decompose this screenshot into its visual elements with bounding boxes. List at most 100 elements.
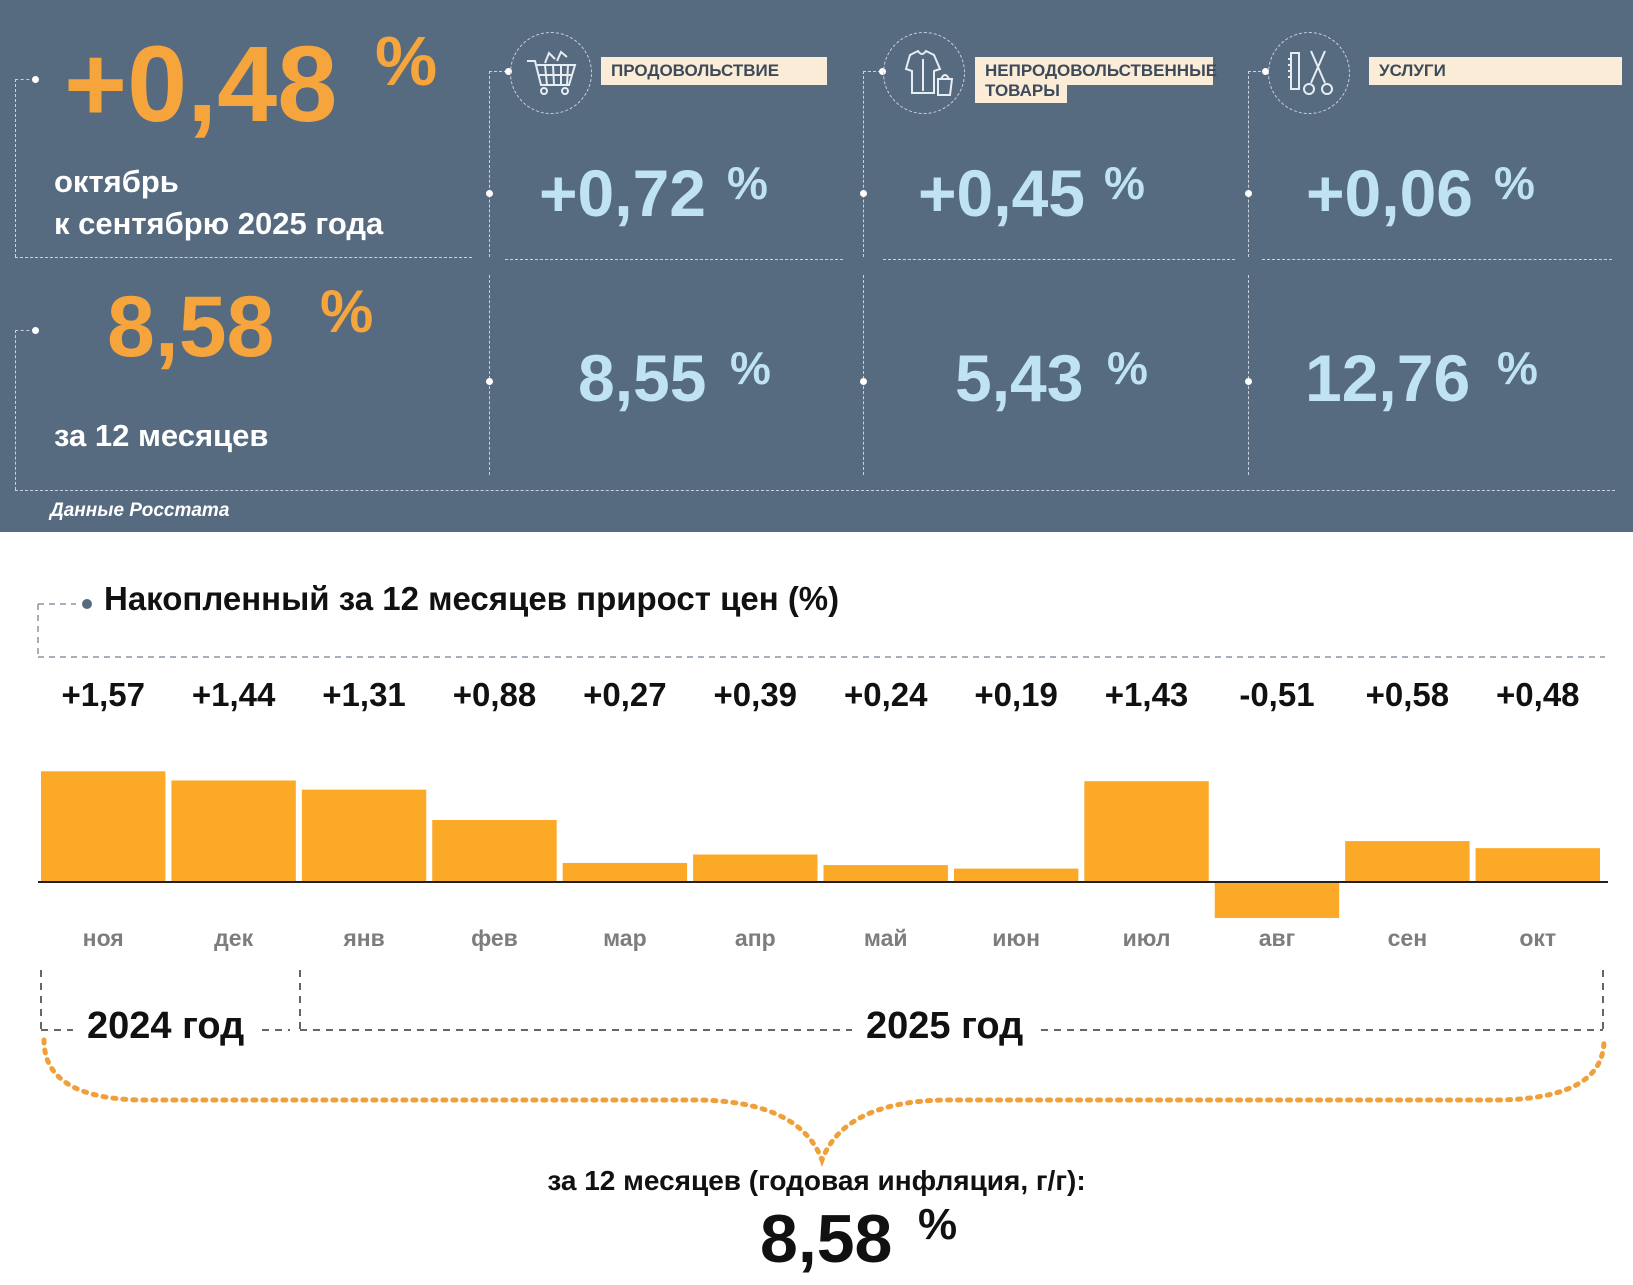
bar-фев — [432, 819, 557, 882]
nonfood-annual-value: 5,43 — [955, 341, 1084, 415]
category-label-nonfood-line2: ТОВАРЫ — [975, 79, 1067, 103]
bullet — [1245, 190, 1252, 197]
value-label-дек: +1,44 — [192, 676, 276, 713]
bullet — [32, 327, 39, 334]
divider — [15, 330, 16, 490]
services-monthly-value: +0,06 — [1306, 156, 1473, 230]
bar-дек — [171, 780, 296, 882]
total-unit: % — [918, 1200, 958, 1249]
divider — [489, 275, 490, 475]
category-labels: ноя дек янв фев мар апр май июн июл авг сен окт — [83, 925, 1557, 951]
value-label-апр: +0,39 — [714, 676, 798, 713]
divider — [863, 71, 881, 72]
annual-label: за 12 месяцев — [54, 418, 269, 453]
food-monthly-unit: % — [727, 157, 768, 209]
monthly-unit: % — [375, 22, 438, 100]
bar-сен — [1345, 841, 1470, 882]
bar-мар — [562, 862, 688, 882]
year-label-2024: 2024 год — [73, 1005, 259, 1048]
category-label-services: УСЛУГИ — [1369, 57, 1622, 85]
value-label-ноя: +1,57 — [61, 676, 145, 713]
category-label-окт: окт — [1519, 925, 1556, 951]
bullet — [860, 190, 867, 197]
category-label-сен: сен — [1388, 925, 1427, 951]
nonfood-monthly-unit: % — [1104, 157, 1145, 209]
category-label-июл: июл — [1123, 925, 1171, 951]
category-label-май: май — [864, 925, 908, 951]
bullet — [486, 190, 493, 197]
bar-авг — [1214, 882, 1340, 918]
value-labels: +1,57 +1,44 +1,31 +0,88 +0,27 +0,39 +0,24 +0,19… — [61, 676, 1579, 713]
bar-янв — [301, 789, 427, 882]
divider — [489, 71, 507, 72]
bullet — [879, 68, 886, 75]
title-bullet — [82, 599, 92, 609]
chart-title: Накопленный за 12 месяцев прирост цен (%… — [104, 580, 840, 617]
monthly-value: +0,48 — [64, 23, 338, 144]
value-label-авг: -0,51 — [1239, 676, 1314, 713]
category-label-апр: апр — [735, 925, 776, 951]
bar-май — [823, 865, 948, 882]
value-label-окт: +0,48 — [1496, 676, 1580, 713]
divider — [15, 490, 1615, 491]
divider — [1248, 71, 1249, 257]
food-annual-unit: % — [730, 342, 771, 394]
services-annual-unit: % — [1497, 342, 1538, 394]
value-label-сен: +0,58 — [1366, 676, 1450, 713]
bar-окт — [1475, 848, 1600, 882]
divider — [1248, 275, 1249, 475]
shopping-cart-icon — [510, 32, 592, 114]
value-label-июл: +1,43 — [1105, 676, 1189, 713]
divider — [489, 71, 490, 257]
bar-июл — [1084, 781, 1209, 882]
divider — [15, 79, 35, 80]
monthly-line2: к сентябрю 2025 года — [54, 206, 384, 241]
category-label-ноя: ноя — [83, 925, 124, 951]
category-label-фев: фев — [471, 925, 518, 951]
category-label-янв: янв — [342, 925, 384, 951]
bullet — [505, 68, 512, 75]
divider — [15, 79, 16, 257]
divider — [883, 259, 1235, 260]
total-brace — [41, 1037, 1607, 1168]
bar-ноя — [41, 771, 166, 882]
source-note: Данные Росстата — [50, 500, 230, 521]
divider — [1262, 259, 1612, 260]
divider — [15, 257, 472, 258]
divider — [863, 71, 864, 257]
nonfood-monthly-value: +0,45 — [918, 156, 1085, 230]
category-label-мар: мар — [603, 925, 647, 951]
bullet — [1262, 68, 1269, 75]
bullet — [1245, 378, 1252, 385]
bar-апр — [693, 854, 818, 882]
category-label-дек: дек — [214, 925, 253, 951]
annual-value: 8,58 — [107, 279, 275, 375]
divider — [863, 275, 864, 475]
divider — [15, 330, 35, 331]
summary-panel: +0,48 % октябрь к сентябрю 2025 года 8,5… — [0, 0, 1633, 532]
bars — [41, 771, 1600, 918]
value-label-май: +0,24 — [844, 676, 928, 713]
category-label-июн: июн — [992, 925, 1040, 951]
value-label-фев: +0,88 — [453, 676, 537, 713]
divider — [1248, 71, 1266, 72]
bullet — [486, 378, 493, 385]
value-label-июн: +0,19 — [974, 676, 1058, 713]
monthly-line1: октябрь — [54, 164, 179, 199]
total-value: 8,58 — [760, 1201, 893, 1277]
category-label-food: ПРОДОВОЛЬСТВИЕ — [601, 57, 827, 85]
food-monthly-value: +0,72 — [539, 156, 706, 230]
clothing-icon — [883, 32, 965, 114]
annual-unit: % — [320, 278, 374, 345]
year-label-2025: 2025 год — [852, 1005, 1038, 1048]
year-brackets — [40, 970, 1604, 1031]
services-annual-value: 12,76 — [1305, 341, 1471, 415]
nonfood-annual-unit: % — [1107, 342, 1148, 394]
bar-июн — [953, 868, 1079, 882]
value-label-мар: +0,27 — [583, 676, 667, 713]
bullet — [32, 76, 39, 83]
category-label-авг: авг — [1259, 925, 1296, 951]
total-label: за 12 месяцев (годовая инфляция, г/г): — [547, 1165, 1086, 1196]
bullet — [860, 378, 867, 385]
